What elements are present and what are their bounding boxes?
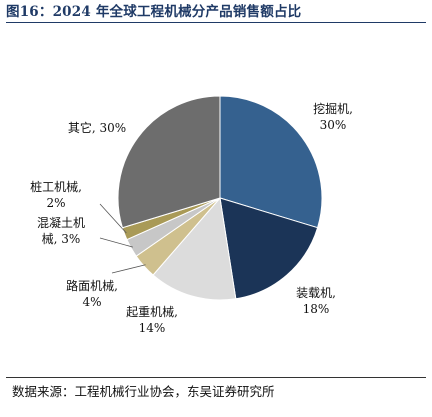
slice-label-line: 2% <box>46 196 65 210</box>
source-note: 数据来源：工程机械行业协会，东吴证券研究所 <box>12 384 275 399</box>
figure-title: 图16：2024 年全球工程机械分产品销售额占比 <box>6 4 302 20</box>
slice-label: 混凝土机械, 3% <box>37 215 85 246</box>
slice-label-line: 起重机械, <box>126 304 178 319</box>
leader-line <box>99 203 127 234</box>
slice-label-line: 18% <box>303 302 330 316</box>
slice-label: 桩工机械, 2% <box>30 179 82 210</box>
pie-slice <box>219 95 323 229</box>
slice-label-line: 14% <box>139 321 166 335</box>
source-rule <box>6 377 426 378</box>
slice-label-line: 路面机械, <box>66 278 118 293</box>
slice-label-line: 30% <box>320 118 347 132</box>
slice-label: 其它, 30% <box>68 120 126 135</box>
pie-slice <box>219 197 319 300</box>
pie-slice <box>152 196 237 301</box>
slice-label-line: 混凝土机 <box>37 215 85 230</box>
slice-label: 装载机, 18% <box>296 286 336 316</box>
slice-label: 起重机械, 14% <box>126 304 178 335</box>
leader-line <box>111 264 146 274</box>
slice-label-line: 械, 3% <box>42 231 81 246</box>
title-rule <box>6 22 426 23</box>
slice-label: 路面机械, 4% <box>66 278 118 309</box>
slice-label-line: 挖掘机, <box>313 101 353 116</box>
pie-slice <box>117 95 221 229</box>
slice-label-line: 4% <box>82 295 101 309</box>
leader-line <box>99 237 133 248</box>
slice-label-line: 其它, 30% <box>68 120 126 135</box>
slice-label-line: 装载机, <box>296 286 336 300</box>
slice-label: 挖掘机, 30% <box>313 101 353 132</box>
slice-label-line: 桩工机械, <box>30 179 82 194</box>
